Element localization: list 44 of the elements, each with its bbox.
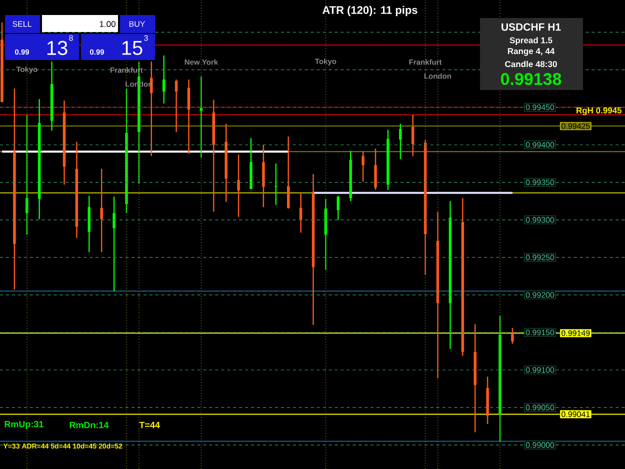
- candlestick: [274, 162, 278, 206]
- y-tick-label: 0.99150: [526, 330, 554, 336]
- annotation: RmDn:14: [70, 422, 109, 428]
- candlestick: [26, 114, 28, 236]
- y-tick-label: 0.99300: [526, 217, 554, 223]
- candlestick: [336, 195, 340, 220]
- y-tick-label: 0.99350: [526, 180, 554, 186]
- y-tick-label: 0.99000: [526, 442, 554, 448]
- annotation: 8: [69, 35, 73, 41]
- annotation: 13: [47, 40, 68, 56]
- annotation: Candle 48:30: [505, 60, 557, 68]
- y-tick-label: 0.99100: [526, 367, 554, 373]
- y-tick-label: 0.99250: [526, 254, 554, 260]
- annotation: BUY: [129, 21, 146, 27]
- annotation: Spread 1.5: [510, 37, 552, 45]
- ref-line-label: 0.99425: [562, 123, 590, 129]
- candlestick: [286, 136, 290, 210]
- annotation: T=44: [139, 422, 160, 428]
- ref-line-label: RgH 0.9945: [576, 107, 622, 116]
- y-tick-label: 0.99450: [526, 104, 554, 110]
- ref-line-label: 0.99041: [562, 411, 590, 418]
- candlestick: [399, 123, 402, 160]
- annotation: 3: [144, 35, 148, 41]
- candlestick: [174, 78, 178, 133]
- annotation: Range 4, 44: [508, 48, 555, 56]
- candlestick: [112, 196, 116, 292]
- candlestick: [374, 148, 377, 190]
- annotation: 15: [122, 41, 142, 55]
- candlestick: [411, 114, 414, 157]
- annotation: USDCHF H1: [502, 23, 561, 31]
- candlestick: [362, 150, 364, 182]
- annotation: 1.00: [100, 20, 116, 27]
- candlestick: [237, 154, 240, 218]
- candlestick: [162, 54, 166, 104]
- text: ATR (120): 11 pips: [322, 6, 418, 16]
- y-tick-label: 0.99200: [526, 292, 554, 298]
- annotation: RmUp:31: [4, 420, 44, 430]
- ref-line-label: 0.99149: [562, 330, 590, 336]
- annotation: 0.99138: [500, 72, 562, 86]
- annotation: SELL: [12, 21, 32, 27]
- candlestick: [100, 168, 103, 253]
- y-tick-label: 0.99400: [526, 142, 554, 148]
- y-tick-label: 0.99050: [526, 404, 554, 410]
- candlestick: [511, 327, 514, 344]
